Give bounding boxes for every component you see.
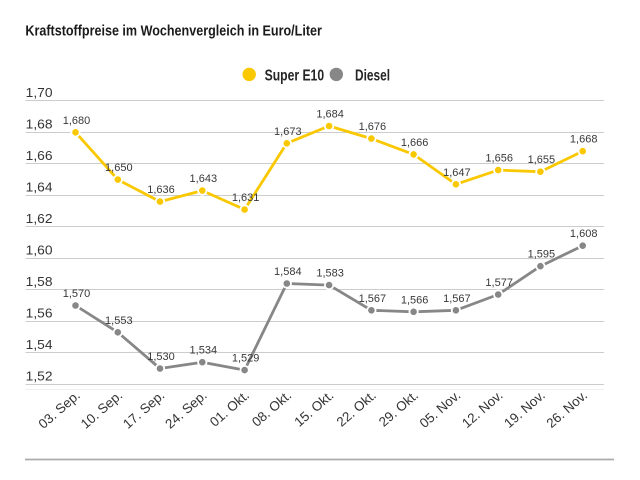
- svg-text:1,668: 1,668: [570, 134, 598, 146]
- svg-text:1,54: 1,54: [26, 337, 53, 352]
- svg-text:1,530: 1,530: [147, 351, 175, 363]
- svg-text:1,666: 1,666: [401, 137, 429, 149]
- svg-text:1,60: 1,60: [26, 243, 53, 258]
- svg-text:1,52: 1,52: [26, 369, 53, 384]
- svg-text:1,643: 1,643: [190, 173, 218, 185]
- svg-text:1,631: 1,631: [232, 192, 260, 204]
- svg-text:1,650: 1,650: [105, 162, 133, 174]
- svg-text:1,608: 1,608: [570, 228, 598, 240]
- svg-text:Super E10: Super E10: [265, 68, 325, 85]
- svg-text:1,68: 1,68: [26, 117, 53, 132]
- svg-text:1,655: 1,655: [528, 154, 556, 166]
- svg-text:1,570: 1,570: [63, 288, 91, 300]
- svg-text:1,66: 1,66: [26, 148, 53, 163]
- svg-text:Kraftstoffpreise im Wochenverg: Kraftstoffpreise im Wochenvergleich in E…: [25, 23, 322, 40]
- svg-text:1,595: 1,595: [528, 249, 556, 261]
- svg-text:1,567: 1,567: [359, 293, 387, 305]
- svg-text:1,577: 1,577: [485, 277, 513, 289]
- svg-text:1,553: 1,553: [105, 315, 133, 327]
- svg-text:1,636: 1,636: [147, 184, 175, 196]
- svg-text:1,56: 1,56: [26, 306, 53, 321]
- svg-text:1,680: 1,680: [63, 115, 91, 127]
- svg-text:1,673: 1,673: [274, 126, 302, 138]
- svg-text:1,70: 1,70: [26, 85, 53, 100]
- svg-text:1,64: 1,64: [26, 180, 53, 195]
- svg-text:1,567: 1,567: [443, 293, 471, 305]
- svg-text:1,62: 1,62: [26, 211, 53, 226]
- svg-text:1,647: 1,647: [443, 167, 471, 179]
- svg-text:1,656: 1,656: [485, 153, 513, 165]
- svg-text:Diesel: Diesel: [355, 68, 390, 85]
- svg-text:1,566: 1,566: [401, 294, 429, 306]
- svg-text:1,583: 1,583: [316, 268, 344, 280]
- svg-text:1,584: 1,584: [274, 266, 302, 278]
- svg-text:1,684: 1,684: [316, 109, 344, 121]
- svg-text:1,534: 1,534: [190, 345, 218, 357]
- svg-text:1,676: 1,676: [359, 121, 387, 133]
- svg-text:1,58: 1,58: [26, 274, 53, 289]
- svg-text:1,529: 1,529: [232, 353, 260, 365]
